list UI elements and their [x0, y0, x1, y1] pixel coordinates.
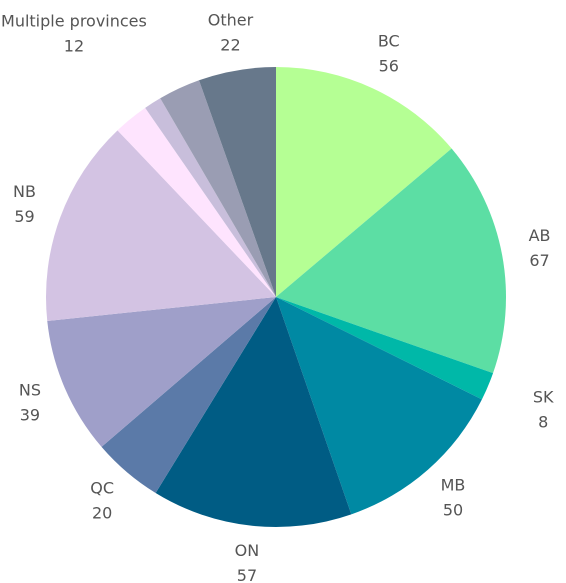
slice-value: 50 [443, 501, 463, 520]
slice-label: BC [378, 31, 400, 50]
slice-label: QC [90, 478, 114, 497]
slice-label: NS [19, 381, 41, 400]
slice-value: 8 [538, 412, 548, 431]
pie-slice [276, 67, 452, 297]
slice-value: 12 [64, 36, 84, 55]
slice-value: 39 [20, 406, 40, 425]
slice-label: AB [529, 226, 551, 245]
pie-slice [145, 98, 276, 297]
slice-value: 20 [92, 503, 112, 522]
slice-value: 57 [237, 566, 257, 583]
pie-slice [276, 297, 482, 515]
slice-label: Multiple provinces [1, 11, 147, 30]
slice-value: 67 [529, 251, 549, 270]
slice-label: SK [533, 387, 554, 406]
slice-value: 56 [379, 56, 399, 75]
slice-label: NB [13, 182, 36, 201]
pie-slice [117, 107, 276, 298]
pie-slice [46, 130, 277, 322]
pie-slice [276, 297, 494, 400]
slice-label: ON [235, 541, 260, 560]
pie-slice [276, 148, 506, 374]
slice-value: 22 [220, 35, 240, 54]
slice-label: MB [441, 476, 466, 495]
pie-slice [160, 80, 276, 298]
pie-slice [155, 297, 352, 527]
pie-slice [199, 67, 276, 297]
pie-slice [101, 297, 277, 493]
slice-value: 59 [14, 207, 34, 226]
pie-slice [47, 297, 276, 447]
slice-label: Other [208, 10, 254, 29]
